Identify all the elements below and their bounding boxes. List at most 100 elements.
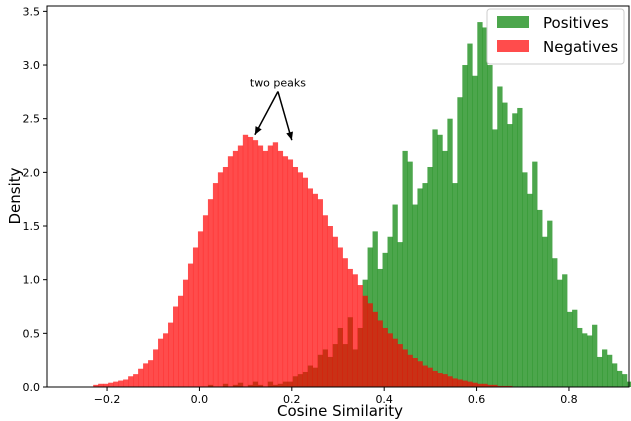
bar-negatives <box>487 384 493 387</box>
x-tick-label: 0.8 <box>560 393 578 406</box>
bar-negatives <box>148 360 154 387</box>
bar-negatives <box>168 322 174 387</box>
bar-negatives <box>467 381 473 387</box>
bar-negatives <box>163 333 169 387</box>
bar-positives <box>602 349 608 387</box>
bar-positives <box>582 333 588 387</box>
x-tick-label: 0.0 <box>191 393 209 406</box>
bar-positives <box>472 75 478 387</box>
bar-negatives <box>302 177 308 387</box>
bar-positives <box>477 22 483 387</box>
legend-swatch-negatives <box>497 40 529 52</box>
bar-negatives <box>417 361 423 387</box>
bar-negatives <box>407 354 413 387</box>
bar-negatives <box>192 247 199 387</box>
bar-negatives <box>322 215 328 387</box>
bar-negatives <box>292 166 299 387</box>
bar-negatives <box>447 376 453 387</box>
x-axis-label: Cosine Similarity <box>277 402 403 420</box>
bar-negatives <box>307 188 313 387</box>
y-tick-label: 3.5 <box>23 5 41 18</box>
bar-negatives <box>232 150 239 387</box>
x-axis-ticks: −0.2 0.0 0.2 0.4 0.6 0.8 <box>94 387 578 406</box>
bar-negatives <box>262 150 269 387</box>
bar-positives <box>507 124 513 387</box>
bar-negatives <box>178 295 184 387</box>
bar-negatives <box>472 382 478 387</box>
bar-negatives <box>153 349 159 387</box>
x-tick-label: 0.6 <box>468 393 486 406</box>
bar-positives <box>402 150 408 387</box>
bar-negatives <box>507 385 513 387</box>
bar-negatives <box>387 333 393 387</box>
bar-positives <box>467 43 473 388</box>
y-tick-label: 0.0 <box>23 381 41 394</box>
bar-negatives <box>247 136 254 387</box>
bar-positives <box>616 370 623 387</box>
bar-positives <box>497 86 503 388</box>
bar-negatives <box>212 183 219 387</box>
bar-negatives <box>412 358 418 387</box>
bar-positives <box>432 129 438 388</box>
bar-positives <box>372 231 378 387</box>
bar-negatives <box>98 383 104 387</box>
bar-negatives <box>287 159 294 387</box>
bar-positives <box>567 311 573 387</box>
bar-positives <box>597 356 603 387</box>
bar-positives <box>392 204 398 387</box>
bar-positives <box>612 363 618 387</box>
bar-negatives <box>138 368 144 387</box>
bar-negatives <box>442 374 448 387</box>
y-axis-label: Density <box>6 167 24 224</box>
y-tick-label: 1.5 <box>23 220 41 233</box>
legend: Positives Negatives <box>486 8 625 65</box>
bar-negatives <box>182 279 189 387</box>
bar-negatives <box>128 376 134 387</box>
bar-negatives <box>382 327 388 387</box>
bar-positives <box>422 183 428 387</box>
bar-positives <box>452 183 458 387</box>
bar-positives <box>557 279 563 387</box>
bar-negatives <box>297 172 304 387</box>
plot-frame <box>46 5 630 388</box>
bar-negatives <box>482 383 488 387</box>
bar-negatives <box>437 373 443 387</box>
bar-positives <box>417 188 423 387</box>
y-tick-label: 1.0 <box>23 274 41 287</box>
annotation-arrowhead <box>254 126 262 135</box>
annotation-text: two peaks <box>250 76 306 89</box>
bar-negatives <box>502 385 508 387</box>
y-tick-label: 2.5 <box>23 113 41 126</box>
bar-negatives <box>372 311 378 387</box>
bar-positives <box>527 193 533 387</box>
bar-positives <box>522 172 528 387</box>
bar-positives <box>487 65 493 387</box>
bar-positives <box>547 220 553 387</box>
bar-negatives <box>257 145 264 387</box>
legend-swatch-positives <box>497 16 529 28</box>
bar-positives <box>382 252 388 387</box>
x-tick-label: −0.2 <box>94 393 121 406</box>
bar-positives <box>592 324 598 387</box>
bar-negatives <box>237 145 244 387</box>
bar-negatives <box>477 383 483 387</box>
annotation-arrowhead <box>286 131 293 141</box>
bar-negatives <box>173 306 179 387</box>
bar-negatives <box>337 247 343 387</box>
bar-negatives <box>103 383 109 387</box>
bar-positives <box>387 236 393 387</box>
bar-positives <box>577 327 583 387</box>
bar-negatives <box>222 166 229 387</box>
x-tick-label: 0.4 <box>375 393 393 406</box>
bar-negatives <box>217 172 224 387</box>
bar-negatives <box>492 384 498 387</box>
bar-positives <box>537 209 543 387</box>
bar-negatives <box>452 378 458 387</box>
bar-negatives <box>462 380 468 387</box>
bar-positives <box>482 27 488 388</box>
bar-negatives <box>342 258 348 387</box>
bar-negatives <box>377 320 383 387</box>
bar-positives <box>447 118 453 387</box>
y-tick-label: 3.0 <box>23 59 41 72</box>
bar-positives <box>552 258 558 387</box>
